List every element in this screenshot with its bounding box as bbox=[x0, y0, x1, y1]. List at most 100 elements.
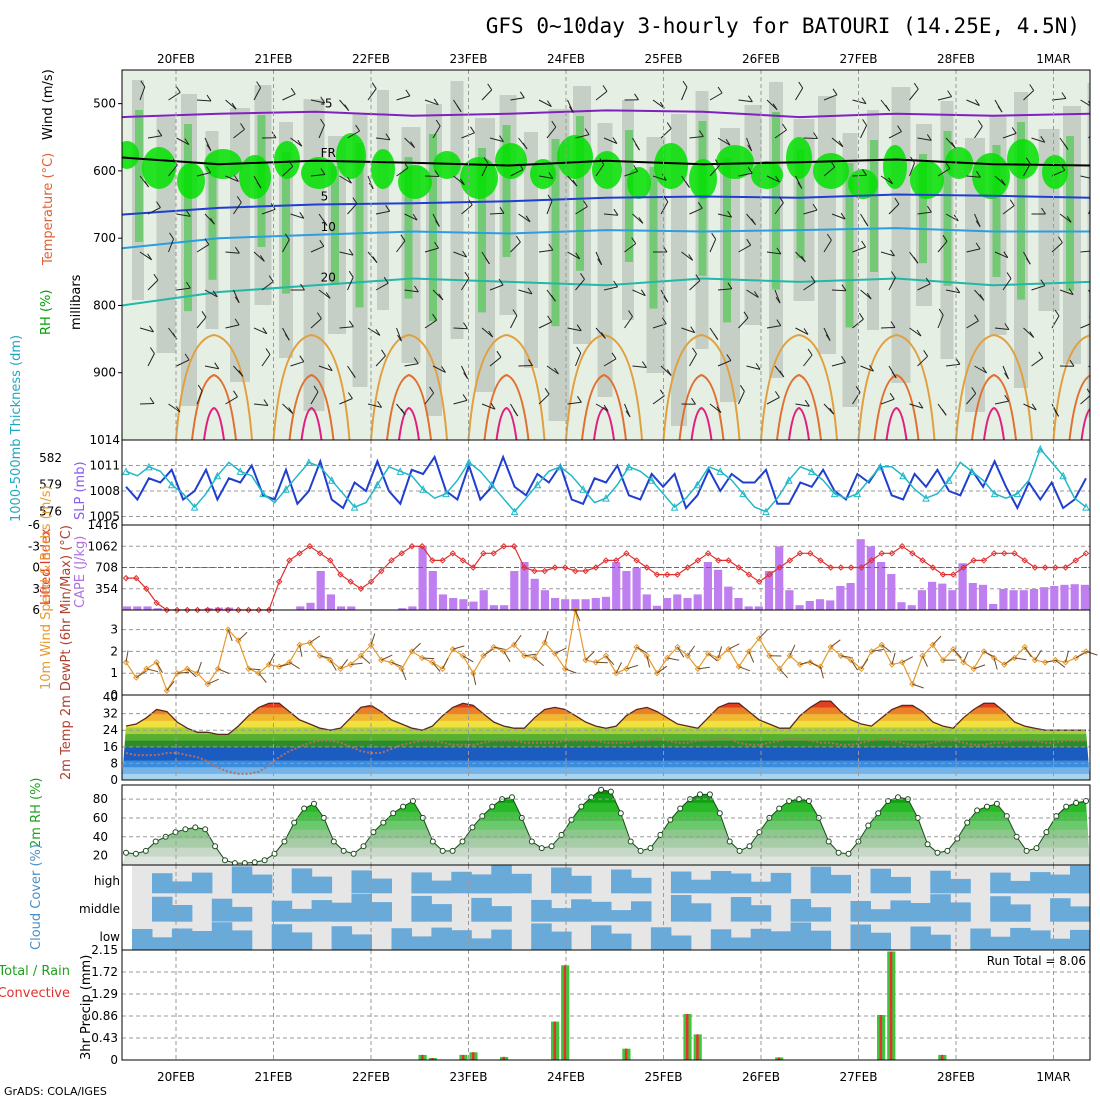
wind-barb-flag bbox=[488, 330, 494, 338]
rh-marker bbox=[340, 847, 347, 854]
wind-barb-flag bbox=[522, 142, 528, 150]
cloud-cell bbox=[1010, 880, 1031, 894]
cape-bar bbox=[917, 590, 926, 610]
precip-tick-label: 1.29 bbox=[91, 987, 118, 1001]
wind-barb-flag bbox=[496, 350, 502, 358]
lifted-index-marker bbox=[245, 606, 252, 614]
wind-barb-flag bbox=[663, 295, 669, 303]
wind-barb-flag bbox=[597, 258, 603, 266]
wind-barb-10m bbox=[850, 659, 859, 671]
wind-barb bbox=[375, 210, 390, 215]
wind-barb bbox=[168, 164, 178, 177]
rh-column-moist bbox=[919, 154, 927, 264]
wind-barb bbox=[1002, 132, 1017, 139]
temp-tick-label: 0 bbox=[110, 773, 118, 787]
precip-tick-label: 1.72 bbox=[91, 965, 118, 979]
rh-blob bbox=[654, 143, 688, 189]
wind-speed-marker bbox=[602, 652, 610, 659]
wind-barb bbox=[453, 399, 468, 405]
wind-barb bbox=[860, 289, 872, 300]
rh-marker bbox=[509, 794, 515, 801]
wind-barb bbox=[632, 289, 646, 297]
rh-column-moist bbox=[184, 124, 192, 312]
wind-speed-marker bbox=[388, 659, 395, 666]
wind-axis-label: 10m Wind Speed & Barbs (m/s) bbox=[39, 485, 54, 690]
lifted-index-marker bbox=[163, 606, 171, 614]
wind-barb-flag bbox=[628, 310, 633, 317]
wind-barb bbox=[461, 277, 470, 291]
wind-barb bbox=[510, 315, 518, 329]
cape-bar bbox=[632, 568, 641, 610]
isotherm-hot bbox=[288, 373, 335, 440]
wind-barb bbox=[603, 286, 618, 291]
wind-barb-flag bbox=[885, 104, 891, 112]
wind-barb bbox=[766, 396, 780, 405]
wind-barb-flag bbox=[1025, 157, 1031, 165]
cloud-cell bbox=[1010, 904, 1031, 922]
cloud-cell bbox=[191, 931, 213, 950]
wind-barb-10m bbox=[503, 651, 511, 662]
wind-barb bbox=[766, 99, 778, 111]
cloud-cell bbox=[571, 899, 592, 922]
rh-blob bbox=[848, 169, 878, 199]
wind-barb-10m bbox=[932, 635, 942, 646]
wind-barb bbox=[424, 247, 439, 253]
wind-barb bbox=[538, 321, 552, 329]
wind-barb bbox=[917, 211, 932, 215]
wind-barb bbox=[367, 403, 382, 408]
wind-speed-marker bbox=[1011, 654, 1018, 662]
thickness-marker bbox=[899, 471, 907, 480]
thickness-marker bbox=[282, 485, 290, 493]
lifted-index-marker bbox=[1052, 564, 1059, 571]
wind-barb bbox=[489, 137, 504, 143]
wind-barb-flag bbox=[580, 273, 585, 280]
cape-bar bbox=[123, 606, 132, 610]
thickness-marker bbox=[350, 502, 359, 511]
cloud-cell bbox=[890, 900, 911, 922]
wind-barb-flag bbox=[464, 271, 470, 279]
temp-fill bbox=[122, 700, 1090, 780]
wind-barb bbox=[803, 281, 816, 291]
wind-barb-flag bbox=[753, 291, 759, 298]
wind-barb-flag bbox=[319, 240, 325, 247]
rh-column-moist bbox=[135, 110, 143, 242]
wind-barb-10m bbox=[299, 644, 303, 657]
wind-barb-flag bbox=[435, 119, 441, 127]
rh-marker bbox=[825, 838, 832, 845]
wind-barb-flag bbox=[412, 213, 418, 221]
thickness-marker bbox=[602, 494, 610, 502]
wind-barb bbox=[339, 251, 354, 256]
wind-barb-flag bbox=[470, 126, 475, 134]
cape-bar bbox=[795, 605, 804, 610]
wind-barb-flag bbox=[576, 346, 582, 354]
wind-speed-marker bbox=[439, 665, 446, 673]
wind-barb bbox=[318, 289, 331, 299]
wind-barb-flag bbox=[1025, 257, 1031, 265]
wind-barb-flag bbox=[490, 402, 496, 410]
wind-barb-10m bbox=[860, 658, 869, 670]
date-label-bottom: 1MAR bbox=[1036, 1070, 1071, 1084]
temp-axis-label: 2m Temp 2m DewPt (6hr Min/Max) (°C) bbox=[59, 525, 74, 780]
wind-barb bbox=[738, 99, 753, 103]
wind-barb bbox=[396, 240, 406, 253]
wind-barb bbox=[1080, 323, 1090, 329]
cape-bar bbox=[652, 605, 662, 610]
wind-barb bbox=[738, 244, 751, 253]
wind-barb-10m bbox=[605, 655, 615, 666]
wind-tick-label: 1 bbox=[110, 666, 118, 680]
cape-bar bbox=[897, 602, 906, 610]
wind-barb bbox=[1080, 250, 1090, 253]
cape-bar bbox=[978, 584, 988, 610]
cloud-cell bbox=[351, 870, 372, 894]
wind-barb-flag bbox=[385, 133, 391, 140]
wind-barb bbox=[766, 325, 781, 329]
cape-bar bbox=[1080, 584, 1089, 610]
wind-barb bbox=[689, 353, 697, 367]
wind-barb-10m bbox=[156, 662, 163, 674]
precip-bar-convective bbox=[502, 1056, 506, 1060]
chart-title: GFS 0~10day 3-hourly for BATOURI (14.25E… bbox=[486, 14, 1080, 38]
wind-barb bbox=[595, 403, 609, 412]
wind-barb bbox=[632, 213, 644, 224]
